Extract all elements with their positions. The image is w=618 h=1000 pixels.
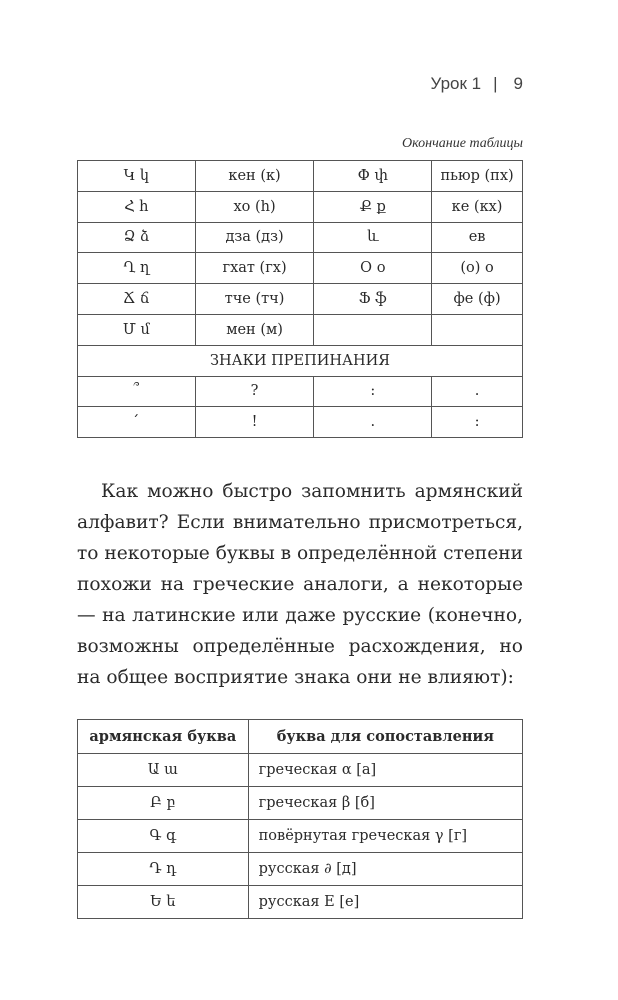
alphabet-table: Կ կ кен (к) Փ փ пьюр (пх) Հ հ хо (h) Ք ք ке (кх… [77,160,523,439]
table-cell: : [313,375,433,408]
comparison-letter: греческая α [а] [247,753,524,788]
table-row: ՛!.: [77,406,523,439]
header-row: армянская буква буква для сопоставления [77,719,524,755]
table-cell: Ձ ձ [77,221,196,254]
table-cell: Մ մ [77,313,196,346]
table-cell: Օ օ [313,252,433,285]
table-row: Ղ ղ гхат (гх) Օ օ (о) о [77,252,523,285]
table-caption: Окончание таблицы [402,136,523,151]
comparison-table: армянская буква буква для сопоставления … [77,719,524,920]
table-cell: . [431,375,523,408]
table-row: Ճ ճ тче (тч) Ֆ ֆ фе (ф) [77,283,523,315]
table-row: Ե ե русская Е [е] [77,885,524,920]
table-cell: : [431,406,523,439]
table-cell: фе (ф) [431,283,523,315]
table-cell: Ֆ ֆ [313,283,433,315]
table-cell: мен (м) [194,313,315,346]
comparison-letter: греческая β [б] [247,786,524,821]
table-cell: և [313,221,433,254]
body-paragraph: Как можно быстро запомнить армянский алф… [77,481,523,689]
armenian-letter: Բ բ [77,786,249,821]
section-label: Урок 1 [430,74,482,93]
table-cell [313,313,433,346]
table-cell: (о) о [431,252,523,285]
table-cell: ке (кх) [431,190,523,223]
header-separator: | [493,74,498,93]
table-cell: Կ կ [77,160,196,192]
column-header: армянская буква [77,719,249,755]
armenian-letter: Գ գ [77,819,249,854]
table-row: Ա ա греческая α [а] [77,753,524,788]
table-cell: Ք ք [313,190,433,223]
table-row: Ձ ձ дза (дз) և ев [77,221,523,254]
table-row: Հ հ хо (h) Ք ք ке (кх) [77,190,523,223]
table-row: Բ բ греческая β [б] [77,786,524,821]
table-cell: дза (дз) [194,221,315,254]
armenian-letter: Դ դ [77,852,249,887]
table-cell: Հ հ [77,190,196,223]
comparison-letter: русская ∂ [д] [247,852,524,887]
column-header: буква для сопоставления [247,719,524,755]
table-cell: кен (к) [194,160,315,192]
table-cell: . [313,406,433,439]
table-cell: пьюр (пх) [431,160,523,192]
table-cell: хо (h) [194,190,315,223]
table-cell: ՛ [77,406,196,439]
table-cell: ! [194,406,315,439]
comparison-letter: русская Е [е] [247,885,524,920]
table-row: Դ դ русская ∂ [д] [77,852,524,887]
armenian-letter: Ե ե [77,885,249,920]
table-cell [431,313,523,346]
comparison-letter: повёрнутая греческая γ [г] [247,819,524,854]
table-cell: тче (тч) [194,283,315,315]
table-row: Գ գ повёрнутая греческая γ [г] [77,819,524,854]
table-cell: ев [431,221,523,254]
running-header: Урок 1 | 9 [431,74,523,94]
table-cell: ՞ [77,375,196,408]
section-title: ЗНАКИ ПРЕПИНАНИЯ [77,344,523,377]
table-cell: гхат (гх) [194,252,315,285]
armenian-letter: Ա ա [77,753,249,788]
table-cell: Ղ ղ [77,252,196,285]
table-row: ՞?:. [77,375,523,408]
table-row: Կ կ кен (к) Փ փ пьюр (пх) [77,160,523,192]
page-content: Окончание таблицы Կ կ кен (к) Փ փ пьюр (пх)… [77,135,524,920]
table-cell: Փ փ [313,160,433,192]
section-row: ЗНАКИ ПРЕПИНАНИЯ [77,344,523,377]
table-cell: ? [194,375,315,408]
page-number: 9 [513,74,523,93]
table-cell: Ճ ճ [77,283,196,315]
table-row: Մ մ мен (м) [77,313,523,346]
